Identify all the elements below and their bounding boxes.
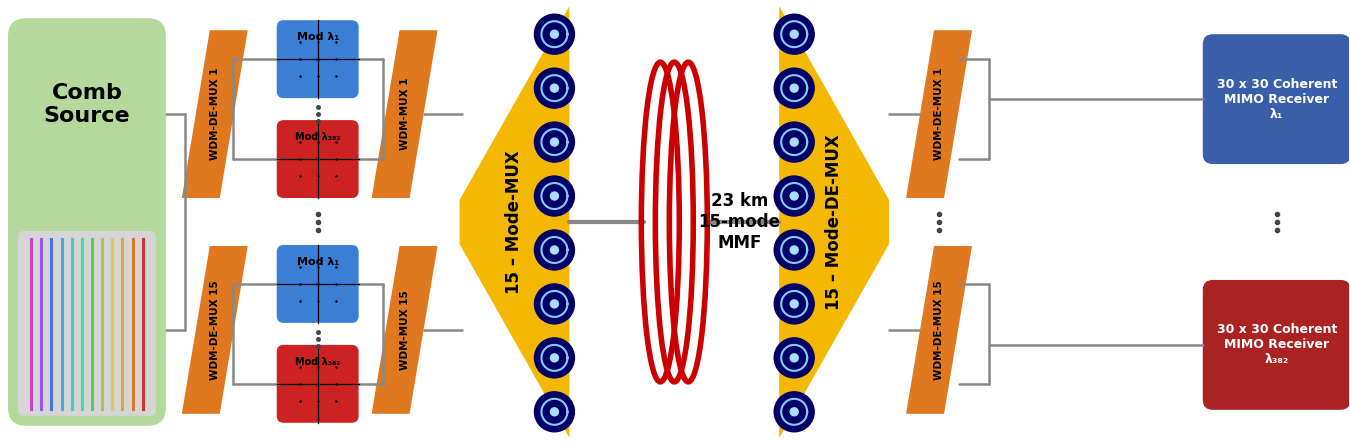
- Polygon shape: [459, 6, 570, 438]
- Circle shape: [790, 300, 798, 308]
- Circle shape: [774, 230, 814, 270]
- FancyBboxPatch shape: [18, 231, 155, 416]
- Circle shape: [551, 192, 559, 200]
- Circle shape: [535, 230, 574, 270]
- Circle shape: [551, 246, 559, 254]
- FancyBboxPatch shape: [277, 20, 359, 98]
- Circle shape: [535, 284, 574, 324]
- FancyBboxPatch shape: [8, 18, 166, 426]
- Polygon shape: [371, 30, 437, 198]
- FancyBboxPatch shape: [1203, 34, 1350, 164]
- Circle shape: [774, 122, 814, 162]
- Circle shape: [790, 30, 798, 38]
- Circle shape: [551, 300, 559, 308]
- FancyBboxPatch shape: [277, 120, 359, 198]
- Circle shape: [790, 192, 798, 200]
- Text: WDM-DE-MUX 15: WDM-DE-MUX 15: [934, 280, 944, 380]
- Text: 30 x 30 Coherent
MIMO Receiver
λ₃₈₂: 30 x 30 Coherent MIMO Receiver λ₃₈₂: [1216, 323, 1336, 366]
- Circle shape: [790, 84, 798, 92]
- Circle shape: [790, 246, 798, 254]
- Circle shape: [535, 122, 574, 162]
- Circle shape: [790, 408, 798, 416]
- Text: WDM-DE-MUX 1: WDM-DE-MUX 1: [934, 68, 944, 160]
- Text: 30 x 30 Coherent
MIMO Receiver
λ₁: 30 x 30 Coherent MIMO Receiver λ₁: [1216, 78, 1336, 121]
- Circle shape: [535, 338, 574, 378]
- Circle shape: [774, 392, 814, 432]
- Circle shape: [535, 392, 574, 432]
- Text: 15 – Mode-MUX: 15 – Mode-MUX: [505, 150, 524, 294]
- Text: Mod λ₃₈₂: Mod λ₃₈₂: [294, 357, 340, 367]
- Circle shape: [551, 408, 559, 416]
- Circle shape: [535, 176, 574, 216]
- Text: Mod λ₁: Mod λ₁: [297, 32, 339, 42]
- Circle shape: [551, 138, 559, 146]
- Circle shape: [551, 30, 559, 38]
- Polygon shape: [906, 30, 972, 198]
- Polygon shape: [371, 246, 437, 414]
- Polygon shape: [779, 6, 890, 438]
- Text: 15 – Mode-DE-MUX: 15 – Mode-DE-MUX: [825, 134, 844, 310]
- Polygon shape: [182, 246, 248, 414]
- Text: WDM-DE-MUX 15: WDM-DE-MUX 15: [209, 280, 220, 380]
- Text: 23 km
15-mode
MMF: 23 km 15-mode MMF: [698, 192, 780, 252]
- Text: WDM-MUX 15: WDM-MUX 15: [400, 290, 409, 370]
- Circle shape: [790, 138, 798, 146]
- Circle shape: [790, 354, 798, 362]
- FancyBboxPatch shape: [277, 345, 359, 423]
- Text: Comb
Source: Comb Source: [43, 83, 130, 126]
- Circle shape: [535, 68, 574, 108]
- Circle shape: [774, 176, 814, 216]
- FancyBboxPatch shape: [277, 245, 359, 323]
- Circle shape: [774, 14, 814, 54]
- Polygon shape: [182, 30, 248, 198]
- Circle shape: [774, 338, 814, 378]
- Circle shape: [551, 84, 559, 92]
- Circle shape: [774, 68, 814, 108]
- Text: WDM-MUX 1: WDM-MUX 1: [400, 78, 409, 151]
- Polygon shape: [906, 246, 972, 414]
- Text: Mod λ₃₈₂: Mod λ₃₈₂: [294, 132, 340, 142]
- Text: WDM-DE-MUX 1: WDM-DE-MUX 1: [209, 68, 220, 160]
- Circle shape: [774, 284, 814, 324]
- FancyBboxPatch shape: [1203, 280, 1350, 410]
- Circle shape: [551, 354, 559, 362]
- Circle shape: [535, 14, 574, 54]
- Text: Mod λ₁: Mod λ₁: [297, 257, 339, 267]
